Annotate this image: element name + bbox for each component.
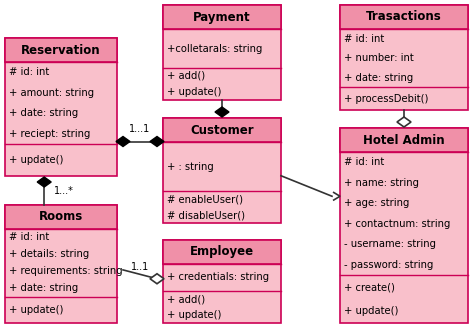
Bar	[163, 240, 281, 323]
Text: + details: string: + details: string	[9, 249, 89, 259]
Text: 1...1: 1...1	[129, 123, 151, 134]
Bar	[163, 5, 281, 29]
Text: Reservation: Reservation	[21, 44, 101, 56]
Polygon shape	[397, 117, 411, 127]
Bar	[340, 128, 468, 152]
Text: + reciept: string: + reciept: string	[9, 129, 91, 139]
Text: + processDebit(): + processDebit()	[344, 94, 428, 104]
Text: + amount: string: + amount: string	[9, 88, 94, 98]
Bar	[5, 38, 117, 176]
Text: Rooms: Rooms	[39, 211, 83, 223]
Text: + add(): + add()	[167, 294, 205, 304]
Text: + add(): + add()	[167, 71, 205, 81]
Polygon shape	[37, 177, 51, 187]
Polygon shape	[150, 274, 164, 284]
Text: # enableUser(): # enableUser()	[167, 194, 243, 204]
Text: 1..1: 1..1	[131, 262, 149, 272]
Text: + date: string: + date: string	[344, 73, 413, 82]
Text: - password: string: - password: string	[344, 260, 433, 270]
Text: + : string: + : string	[167, 161, 214, 172]
Text: + update(): + update()	[344, 306, 398, 316]
Text: # id: int: # id: int	[344, 34, 384, 44]
Text: # disableUser(): # disableUser()	[167, 210, 245, 220]
Bar	[5, 205, 117, 323]
Text: Customer: Customer	[190, 123, 254, 137]
Text: +colletarals: string: +colletarals: string	[167, 44, 263, 53]
Text: # id: int: # id: int	[9, 232, 49, 243]
Text: + update(): + update()	[167, 310, 221, 320]
Bar	[340, 5, 468, 110]
Text: 1...*: 1...*	[54, 185, 74, 195]
Text: Hotel Admin: Hotel Admin	[363, 134, 445, 147]
Bar	[163, 118, 281, 223]
Bar	[5, 38, 117, 62]
Text: + date: string: + date: string	[9, 108, 78, 118]
Text: + credentials: string: + credentials: string	[167, 273, 269, 282]
Bar	[163, 118, 281, 142]
Text: + contactnum: string: + contactnum: string	[344, 219, 450, 229]
Text: Employee: Employee	[190, 246, 254, 258]
Text: + date: string: + date: string	[9, 283, 78, 293]
Bar	[340, 5, 468, 29]
Polygon shape	[150, 137, 164, 147]
Text: + name: string: + name: string	[344, 178, 419, 188]
Text: - username: string: - username: string	[344, 239, 436, 249]
Text: + create(): + create()	[344, 282, 395, 292]
Text: + update(): + update()	[167, 87, 221, 97]
Text: + age: string: + age: string	[344, 198, 410, 208]
Text: + number: int: + number: int	[344, 53, 414, 63]
Text: + update(): + update()	[9, 305, 64, 315]
Polygon shape	[116, 137, 130, 147]
Bar	[163, 5, 281, 100]
Bar	[340, 128, 468, 323]
Bar	[5, 205, 117, 229]
Text: # id: int: # id: int	[344, 157, 384, 167]
Bar	[163, 240, 281, 264]
Text: Trasactions: Trasactions	[366, 11, 442, 23]
Polygon shape	[215, 107, 229, 117]
Text: # id: int: # id: int	[9, 67, 49, 77]
Text: + requirements: string: + requirements: string	[9, 266, 123, 276]
Text: Payment: Payment	[193, 11, 251, 23]
Text: + update(): + update()	[9, 155, 64, 165]
